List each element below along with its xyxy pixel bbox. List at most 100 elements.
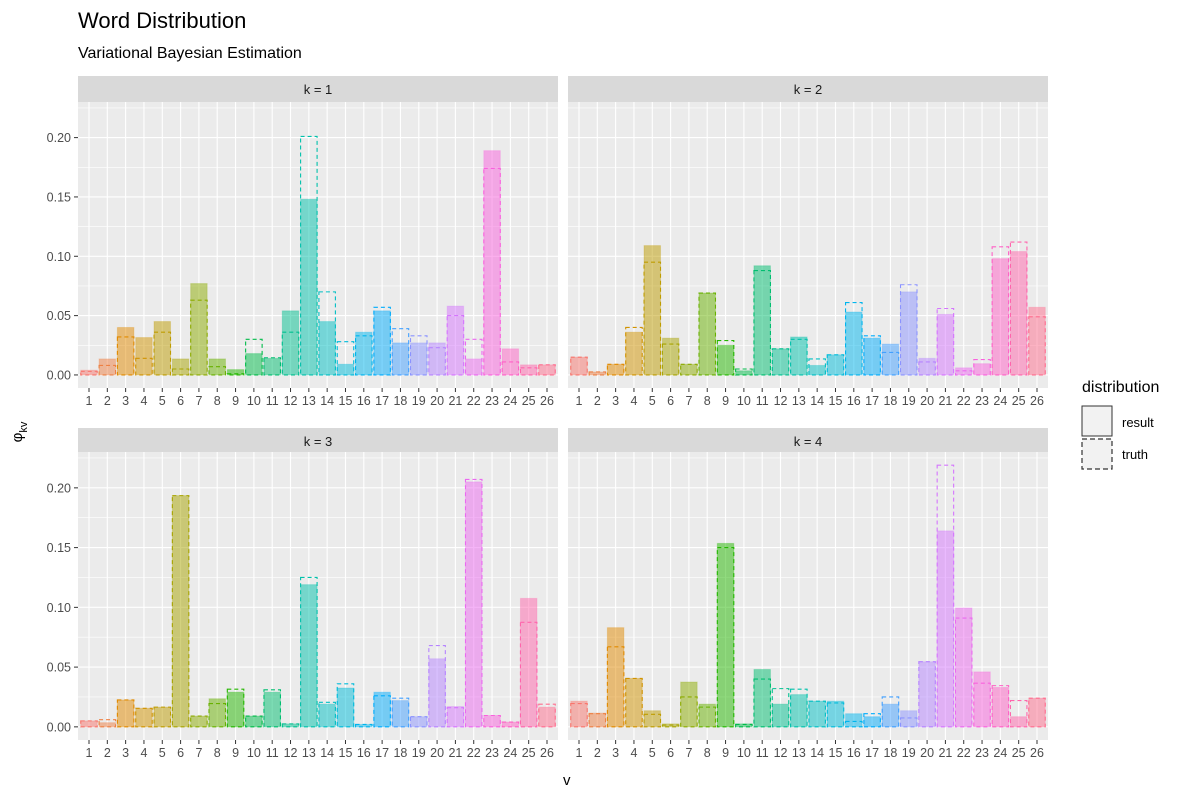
truth-bar-v21 xyxy=(936,464,955,728)
result-bar-v26 xyxy=(1028,306,1046,376)
result-bar-v5 xyxy=(153,321,172,376)
x-tick-label: 19 xyxy=(412,394,426,408)
x-tick-label: 7 xyxy=(685,394,692,408)
result-bar-v10 xyxy=(735,370,753,376)
x-tick-label: 8 xyxy=(214,394,221,408)
truth-bar-v9 xyxy=(716,547,735,728)
x-tick-label: 23 xyxy=(485,746,499,760)
facet-strip xyxy=(568,76,1048,102)
result-bar-v7 xyxy=(190,715,208,728)
truth-bar-v20 xyxy=(918,661,936,728)
x-tick-label: 13 xyxy=(302,394,316,408)
truth-bar-v24 xyxy=(501,361,520,376)
y-tick-label: 0.05 xyxy=(47,661,71,675)
x-tick-label: 7 xyxy=(685,746,692,760)
result-bar-v15 xyxy=(826,354,845,376)
legend-label-truth: truth xyxy=(1122,447,1148,462)
truth-bar-v20 xyxy=(428,645,446,728)
result-bar-v1 xyxy=(570,700,588,728)
truth-bar-v4 xyxy=(135,707,153,728)
x-tick-label: 5 xyxy=(649,394,656,408)
result-bar-v6 xyxy=(171,495,190,728)
truth-bar-v3 xyxy=(606,363,625,376)
result-bar-v15 xyxy=(336,687,355,728)
x-tick-label: 1 xyxy=(86,394,93,408)
result-bar-v2 xyxy=(588,712,607,728)
truth-bar-v10 xyxy=(735,368,753,376)
truth-bar-v5 xyxy=(643,713,662,728)
x-tick-label: 15 xyxy=(829,746,843,760)
result-bar-v1 xyxy=(570,356,588,376)
truth-bar-v19 xyxy=(409,335,428,376)
x-tick-label: 2 xyxy=(104,394,111,408)
x-tick-label: 22 xyxy=(957,746,971,760)
result-bar-v14 xyxy=(318,321,336,376)
truth-bar-v1 xyxy=(570,356,588,376)
result-bar-v16 xyxy=(845,713,863,728)
x-tick-label: 26 xyxy=(1030,394,1044,408)
result-bar-v20 xyxy=(918,661,936,728)
truth-bar-v17 xyxy=(863,335,881,376)
truth-bar-v23 xyxy=(973,358,991,376)
x-tick-label: 21 xyxy=(938,746,952,760)
x-tick-label: 20 xyxy=(920,394,934,408)
truth-bar-v8 xyxy=(698,706,717,728)
truth-bar-v8 xyxy=(208,366,227,376)
result-bar-v15 xyxy=(826,700,845,728)
result-bar-v25 xyxy=(1009,716,1028,728)
x-axis-title: v xyxy=(563,772,571,789)
truth-bar-v5 xyxy=(153,331,172,376)
x-tick-label: 9 xyxy=(232,746,239,760)
result-bar-v25 xyxy=(519,597,538,728)
facet-strip-label: k = 4 xyxy=(794,434,823,449)
y-axis-title-symbol: φ xyxy=(9,432,26,442)
result-bar-v5 xyxy=(643,710,662,728)
truth-bar-v6 xyxy=(661,343,680,376)
truth-bar-v20 xyxy=(428,347,446,376)
truth-bar-v17 xyxy=(373,695,391,728)
result-bar-v3 xyxy=(606,627,625,728)
y-tick-label: 0.10 xyxy=(47,601,71,615)
x-tick-label: 21 xyxy=(448,746,462,760)
truth-bar-v20 xyxy=(918,361,936,376)
result-bar-v19 xyxy=(900,291,918,376)
truth-bar-v23 xyxy=(483,167,501,376)
facet-strip xyxy=(78,76,558,102)
x-tick-label: 11 xyxy=(266,394,279,408)
truth-bar-v24 xyxy=(991,685,1010,728)
x-tick-label: 1 xyxy=(86,746,93,760)
x-tick-label: 24 xyxy=(993,394,1007,408)
result-bar-v20 xyxy=(428,658,446,728)
result-bar-v3 xyxy=(116,699,135,728)
result-bar-v11 xyxy=(263,357,281,376)
result-bar-v10 xyxy=(245,353,263,376)
result-bar-v11 xyxy=(263,691,281,728)
x-tick-label: 8 xyxy=(704,394,711,408)
x-tick-label: 9 xyxy=(722,394,729,408)
x-tick-label: 16 xyxy=(847,394,861,408)
truth-bar-v21 xyxy=(446,315,465,376)
result-bar-v21 xyxy=(936,530,955,728)
x-tick-label: 4 xyxy=(140,746,147,760)
result-bar-v25 xyxy=(1009,251,1028,376)
truth-bar-v8 xyxy=(208,703,227,728)
truth-bar-v11 xyxy=(753,678,771,728)
truth-bar-v14 xyxy=(808,358,826,376)
result-bar-v8 xyxy=(208,698,226,728)
x-tick-label: 8 xyxy=(704,746,711,760)
facet-strip xyxy=(78,428,558,452)
result-bar-v18 xyxy=(391,700,410,728)
result-bar-v17 xyxy=(863,337,881,376)
truth-bar-v1 xyxy=(570,703,588,728)
facet-panel-4: k = 41 2 3 4 5 6 7 8 9 10 11 12 13 14 15 16 17 18 19 20 21 22… xyxy=(568,428,1048,760)
result-bar-v17 xyxy=(373,310,391,376)
x-tick-label: 21 xyxy=(938,394,952,408)
result-bar-v4 xyxy=(135,707,153,728)
legend: distribution result truth xyxy=(1081,379,1159,470)
x-tick-label: 10 xyxy=(737,394,751,408)
result-bar-v3 xyxy=(116,326,135,376)
x-tick-label: 23 xyxy=(485,394,499,408)
truth-bar-v26 xyxy=(1028,316,1046,376)
x-tick-label: 25 xyxy=(522,746,536,760)
